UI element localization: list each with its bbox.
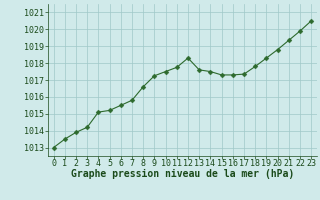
- X-axis label: Graphe pression niveau de la mer (hPa): Graphe pression niveau de la mer (hPa): [71, 169, 294, 179]
